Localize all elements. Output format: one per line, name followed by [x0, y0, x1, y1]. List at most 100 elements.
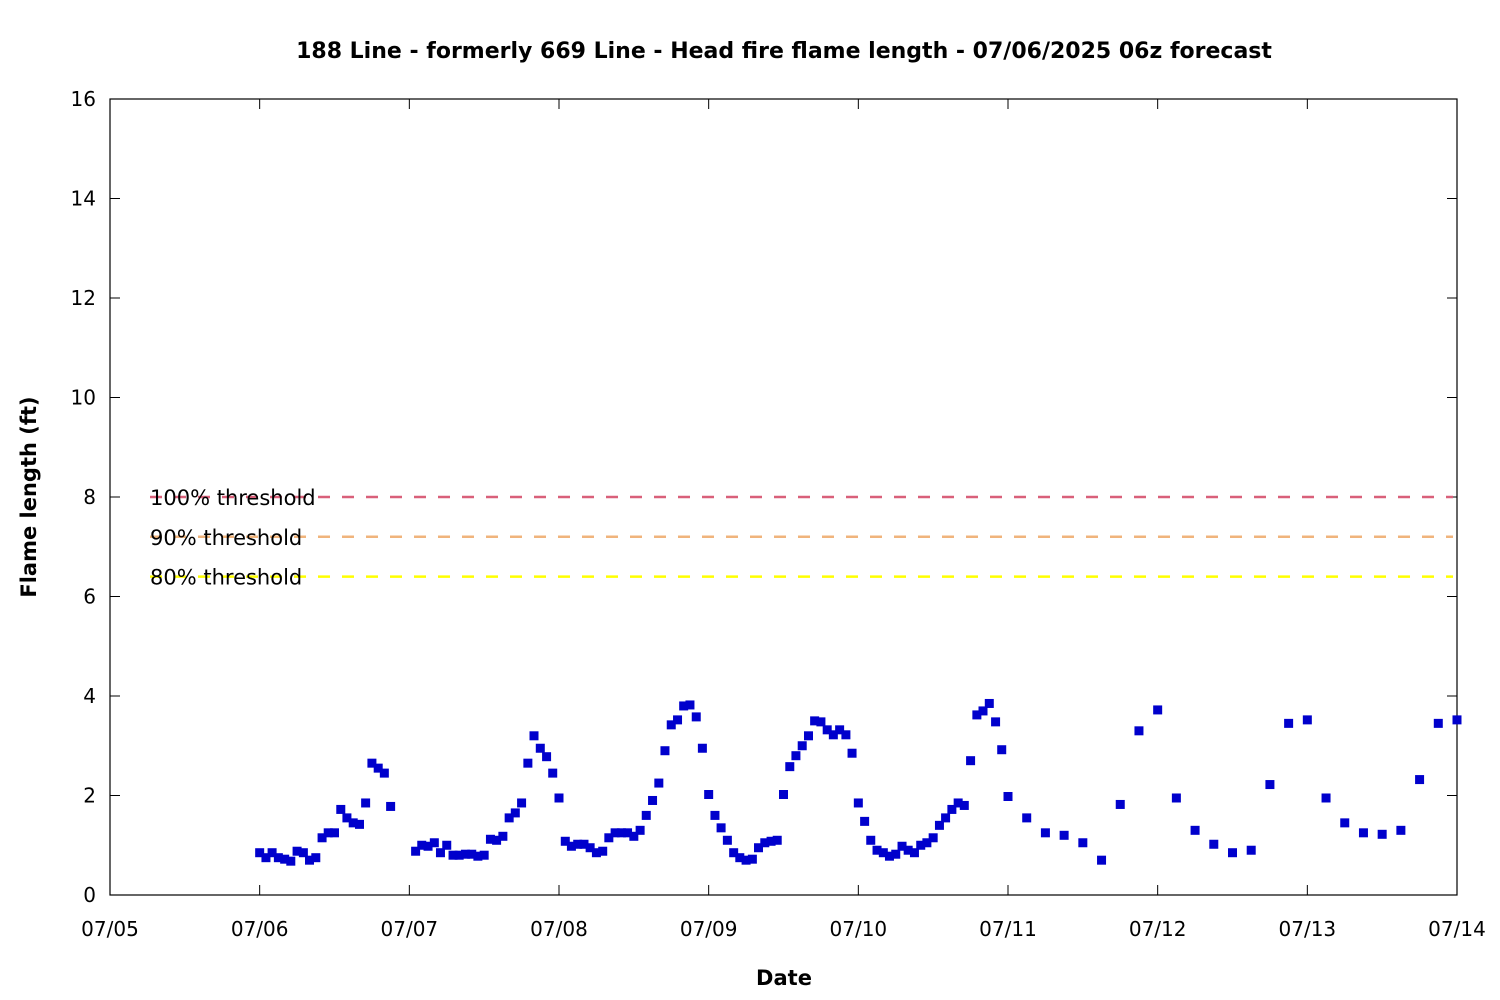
data-point — [361, 798, 371, 808]
data-point — [292, 846, 302, 856]
data-point — [803, 731, 813, 741]
data-point — [1228, 848, 1237, 858]
data-point — [835, 725, 845, 735]
data-point — [1134, 726, 1144, 736]
data-point — [810, 716, 820, 726]
data-point — [866, 835, 876, 845]
data-point — [916, 840, 926, 850]
y-axis: 0 2 4 6 8 10 12 14 16 — [71, 87, 1457, 907]
data-point — [585, 843, 595, 853]
data-point — [542, 752, 552, 762]
data-point — [354, 819, 364, 829]
data-point — [330, 828, 339, 838]
data-point — [648, 795, 658, 805]
data-point — [342, 813, 352, 823]
data-point — [1190, 825, 1200, 835]
data-point — [616, 828, 626, 838]
y-axis-label: Flame length (ft) — [17, 396, 41, 597]
data-point — [1321, 793, 1331, 803]
data-point — [673, 715, 683, 725]
data-point — [785, 762, 795, 772]
data-point — [267, 848, 277, 858]
data-point — [1433, 718, 1443, 728]
data-point — [878, 848, 888, 858]
data-point — [579, 839, 589, 849]
data-point — [897, 841, 907, 851]
data-point — [311, 853, 321, 863]
data-point — [1265, 780, 1275, 790]
data-point — [305, 855, 315, 865]
x-tick-label: 07/09 — [680, 917, 738, 941]
data-point — [1302, 715, 1312, 725]
data-point — [760, 838, 770, 848]
data-point — [772, 835, 782, 845]
data-point — [529, 731, 539, 741]
x-axis-label: Date — [756, 966, 812, 990]
x-tick-label: 07/06 — [231, 917, 289, 941]
data-point — [941, 813, 951, 823]
chart-title: 188 Line - formerly 669 Line - Head fire… — [296, 39, 1272, 64]
y-tick-label: 12 — [71, 286, 96, 310]
data-point — [336, 804, 346, 814]
data-point — [685, 700, 695, 710]
data-point — [722, 835, 732, 845]
data-point — [1115, 799, 1125, 809]
threshold-label: 100% threshold — [150, 486, 316, 510]
data-point — [691, 712, 701, 722]
data-point — [598, 846, 608, 856]
data-point — [460, 849, 470, 859]
data-point — [629, 831, 639, 841]
data-point — [367, 758, 377, 768]
data-point — [560, 836, 570, 846]
y-tick-label: 16 — [71, 87, 96, 111]
x-tick-label: 07/08 — [530, 917, 588, 941]
data-point — [909, 848, 919, 858]
y-tick-label: 14 — [71, 187, 96, 211]
data-point — [729, 848, 739, 858]
data-point — [604, 833, 614, 843]
data-point — [298, 848, 308, 858]
data-point — [947, 804, 957, 814]
y-tick-label: 8 — [83, 485, 96, 509]
data-point — [1097, 855, 1107, 865]
data-point — [1171, 793, 1181, 803]
data-point — [504, 813, 514, 823]
data-point — [1022, 813, 1032, 823]
data-point — [747, 854, 757, 864]
data-point — [978, 706, 988, 716]
data-point — [635, 825, 645, 835]
data-point — [255, 848, 265, 858]
data-point — [610, 828, 620, 838]
data-point — [473, 851, 483, 861]
data-point — [972, 710, 982, 720]
y-tick-label: 10 — [71, 386, 96, 410]
data-point — [872, 845, 882, 855]
data-point — [273, 853, 283, 863]
data-point — [928, 833, 938, 843]
y-tick-label: 6 — [83, 585, 96, 609]
data-point — [704, 790, 714, 800]
data-point — [442, 840, 452, 850]
data-point — [379, 768, 389, 778]
data-point — [1003, 791, 1013, 801]
data-point — [317, 833, 327, 843]
data-point — [959, 800, 969, 810]
x-tick-label: 07/07 — [381, 917, 439, 941]
data-point — [660, 746, 670, 756]
data-point — [934, 820, 944, 830]
x-tick-label: 07/10 — [830, 917, 888, 941]
y-tick-label: 4 — [83, 684, 96, 708]
data-point — [286, 856, 296, 866]
data-point — [373, 763, 383, 773]
data-point — [573, 839, 583, 849]
data-point — [884, 851, 894, 861]
data-point — [984, 698, 994, 708]
data-point — [417, 840, 427, 850]
data-point — [953, 798, 963, 808]
data-point — [1153, 705, 1163, 715]
data-point — [710, 810, 720, 820]
data-point — [1396, 825, 1406, 835]
x-tick-label: 07/14 — [1428, 917, 1486, 941]
data-point — [860, 816, 870, 826]
data-point — [741, 855, 751, 865]
